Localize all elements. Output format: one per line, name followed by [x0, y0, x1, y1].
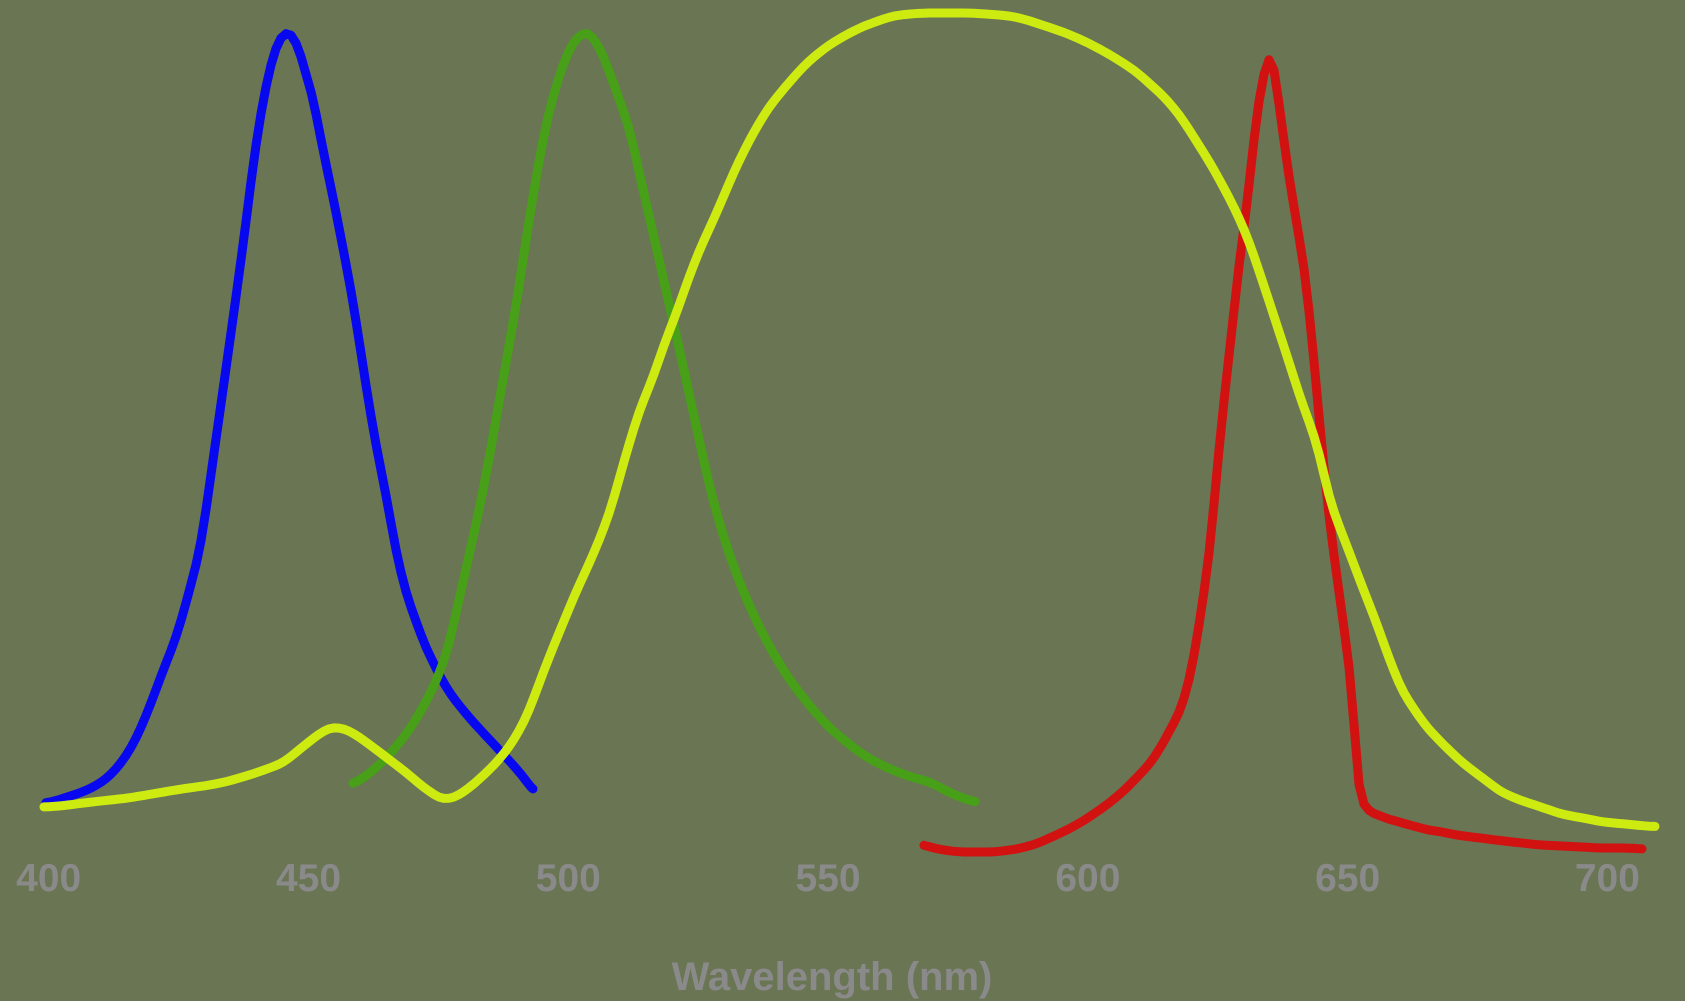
svg-text:600: 600 — [1055, 857, 1120, 900]
svg-text:550: 550 — [796, 857, 861, 900]
svg-text:500: 500 — [536, 857, 601, 900]
svg-text:Wavelength (nm): Wavelength (nm) — [672, 955, 993, 999]
svg-text:450: 450 — [276, 857, 341, 900]
svg-text:400: 400 — [16, 857, 81, 900]
svg-text:700: 700 — [1575, 857, 1640, 900]
svg-text:650: 650 — [1315, 857, 1380, 900]
